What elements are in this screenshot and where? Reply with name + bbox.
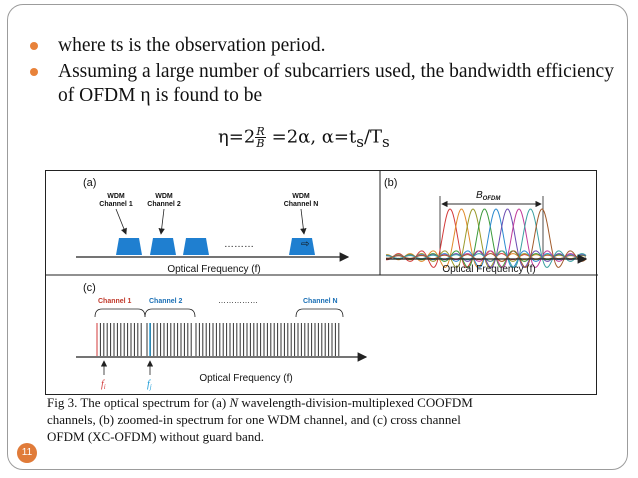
ofdm-subcarrier-curve	[385, 208, 587, 268]
panel-c-label: (c)	[83, 282, 96, 294]
bw-label: BOFDM	[476, 190, 501, 202]
panel-b-label: (b)	[384, 177, 397, 189]
panel-b-axis-label: Optical Frequency (f)	[442, 264, 535, 275]
spectrum-figure: (a) WDM Channel 1 WDM Channel 2 WDM Channel N…	[45, 170, 598, 395]
wdm-channel-block	[150, 238, 176, 255]
page-number-badge: 11	[17, 443, 37, 463]
channel-n-label: Channel N	[303, 298, 338, 305]
bullet-text: where ts is the observation period.	[58, 35, 326, 56]
wdm-channel-label: Channel 1	[99, 201, 133, 208]
formula-rhs: =2α, α=t	[271, 126, 357, 148]
marker-fi: fi	[101, 379, 106, 391]
wdm-pointer-arrow	[115, 208, 127, 235]
bullet-text: Assuming a large number of subcarriers u…	[58, 61, 614, 106]
panel-c-dots: ……………	[218, 296, 258, 305]
slide-frame	[7, 4, 628, 470]
formula-lhs: η=2	[218, 126, 256, 148]
channel-n-brace	[295, 308, 344, 318]
caption-line-2: channels, (b) zoomed-in spectrum for one…	[47, 412, 461, 427]
bullet-dot-icon	[30, 42, 38, 50]
wdm-channel-block	[183, 238, 209, 255]
fraction-numerator: R	[255, 125, 266, 138]
wdm-pointer-arrow	[300, 208, 307, 235]
caption-line-3: OFDM (XC-OFDM) without guard band.	[47, 429, 265, 444]
panel-a-axis-label: Optical Frequency (f)	[167, 264, 260, 275]
panel-c-axis-label: Optical Frequency (f)	[199, 373, 292, 384]
bullet-item: where ts is the observation period.	[28, 34, 628, 58]
channel-2-brace	[144, 308, 196, 318]
wdm-channel-block	[289, 238, 315, 255]
wdm-pointer-arrow	[158, 208, 165, 235]
panel-a-dots: ………	[224, 239, 254, 250]
channel-1-label: Channel 1	[98, 298, 132, 305]
wdm-channel-block	[116, 238, 142, 255]
channel-2-label: Channel 2	[149, 298, 183, 305]
bullet-list: where ts is the observation period. Assu…	[28, 34, 628, 110]
wdm-channel-label: WDM	[292, 193, 310, 200]
efficiency-formula: η=2 R B =2α, α=ts/Ts	[218, 126, 390, 151]
caption-line-1: Fig 3. The optical spectrum for (a) N wa…	[47, 395, 473, 410]
formula-sub2: s	[382, 133, 390, 152]
wdm-channel-label: WDM	[107, 193, 125, 200]
bullet-dot-icon	[30, 68, 38, 76]
figure-caption: Fig 3. The optical spectrum for (a) N wa…	[47, 394, 607, 445]
formula-sub1: s	[356, 133, 364, 152]
fraction-denominator: B	[256, 137, 265, 150]
shift-arrow-icon: ⇨	[301, 239, 309, 250]
channel-1-brace	[94, 308, 146, 318]
formula-slash: /T	[363, 126, 383, 148]
wdm-channel-label: WDM	[155, 193, 173, 200]
marker-fj: fj	[147, 379, 152, 391]
panel-a-label: (a)	[83, 177, 96, 189]
wdm-channel-label: Channel N	[284, 201, 319, 208]
wdm-channel-label: Channel 2	[147, 201, 181, 208]
bullet-item: Assuming a large number of subcarriers u…	[28, 60, 628, 108]
